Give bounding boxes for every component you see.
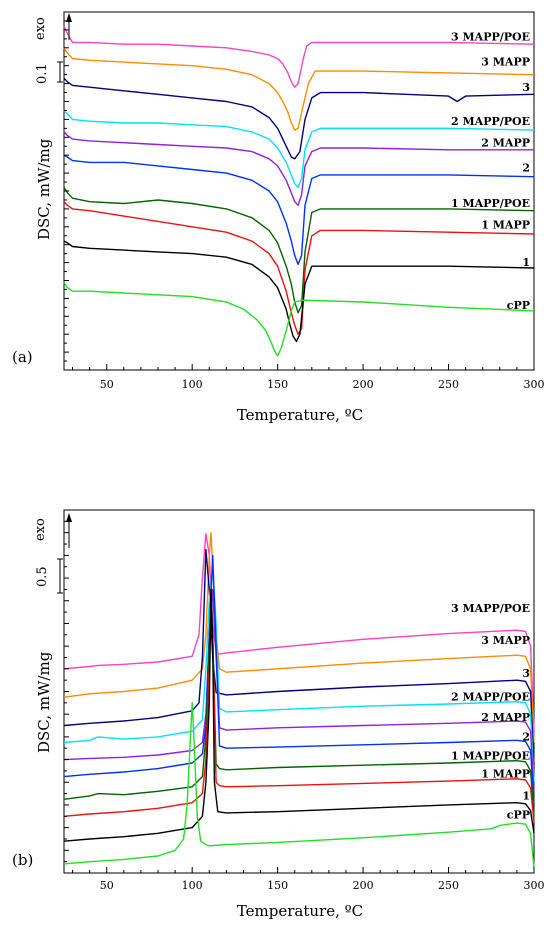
series-label: 2 MAPP/POE [451, 691, 530, 704]
series-line-2-mapp-poe [63, 109, 535, 189]
panel-a-scale-label: 0.1 [35, 63, 50, 84]
panel-a-exo-indicator: exo [33, 13, 72, 40]
panel-a-letter: (a) [12, 348, 33, 366]
x-tick-label-250: 250 [438, 879, 459, 892]
series-line-3-mapp-poe [63, 26, 535, 88]
series-line-1 [63, 588, 535, 842]
series-label: 1 MAPP [481, 768, 530, 781]
series-line-1-mapp-poe [63, 187, 535, 314]
series-label: 3 MAPP/POE [451, 31, 530, 44]
series-label: 3 [522, 81, 530, 94]
panel-a-x-ticks: 50 100 150 200 250 300 [72, 364, 545, 391]
series-label: 2 [522, 161, 530, 174]
panel-a-xlabel: Temperature, ºC [237, 406, 363, 424]
series-label: 1 MAPP [481, 219, 530, 232]
series-line-3 [63, 77, 535, 160]
panel-b-scale-bar: 0.5 [35, 558, 63, 594]
series-label: cPP [507, 809, 530, 822]
x-tick-label-300: 300 [524, 879, 545, 892]
series-line-2 [63, 554, 535, 805]
panel-b-series-group [63, 532, 535, 868]
series-line-cpp [63, 281, 535, 357]
panel-b-exo-indicator: exo [33, 513, 72, 548]
panel-a-plot-frame [63, 11, 535, 371]
series-line-cpp [63, 702, 535, 868]
series-line-1-mapp [63, 600, 535, 823]
panel-a-chart: 50 100 150 200 250 300 3 MAPP/POE 3 MAPP 3 2 MAP… [12, 11, 545, 424]
x-tick-label-150: 150 [267, 879, 288, 892]
panel-b-x-ticks: 50 100 150 200 250 300 [72, 867, 545, 892]
panel-b-xlabel: Temperature, ºC [237, 902, 363, 920]
panel-b-scale-label: 0.5 [35, 566, 50, 587]
panel-a-ylabel: DSC, mW/mg [35, 138, 53, 240]
panel-a-exo-label: exo [33, 17, 48, 40]
panel-a-series-labels: 3 MAPP/POE 3 MAPP 3 2 MAPP/POE 2 MAPP 2 1 MAPP… [451, 31, 530, 313]
series-line-2 [63, 154, 535, 266]
panel-a-scale-bar: 0.1 [35, 61, 63, 84]
x-tick-label-50: 50 [100, 378, 114, 391]
panel-b-y-ticks [64, 509, 69, 874]
panel-b-ylabel: DSC, mW/mg [35, 651, 53, 753]
series-label: 3 MAPP [481, 634, 530, 647]
series-line-2-mapp [63, 131, 534, 206]
series-label: 2 MAPP [481, 711, 530, 724]
x-tick-label-150: 150 [267, 378, 288, 391]
series-label: 1 MAPP/POE [451, 197, 530, 210]
series-label: 2 [522, 730, 530, 743]
x-tick-label-300: 300 [524, 378, 545, 391]
series-label: 3 MAPP/POE [451, 602, 530, 615]
x-tick-label-200: 200 [353, 879, 374, 892]
panel-a-series-group [63, 26, 535, 357]
series-line-1-mapp [63, 201, 535, 335]
series-line-3-mapp [63, 532, 535, 743]
series-line-3-mapp [63, 47, 535, 131]
panel-b-exo-label: exo [33, 518, 48, 541]
series-label: 1 [522, 256, 530, 269]
series-label: 1 [522, 789, 530, 802]
x-tick-label-100: 100 [182, 378, 203, 391]
series-label: 2 MAPP/POE [451, 115, 530, 128]
panel-b-series-labels: 3 MAPP/POE 3 MAPP 3 2 MAPP/POE 2 MAPP 2 1 MAPP… [451, 602, 530, 821]
x-tick-label-100: 100 [182, 879, 203, 892]
series-label: 2 MAPP [481, 136, 530, 149]
series-label: 3 MAPP [481, 56, 530, 69]
series-label: cPP [507, 299, 530, 312]
series-label: 1 MAPP/POE [451, 750, 530, 763]
series-line-1 [63, 240, 535, 343]
panel-a-y-ticks [64, 11, 69, 371]
series-label: 3 [522, 667, 530, 680]
panel-b-letter: (b) [12, 851, 33, 869]
x-tick-label-50: 50 [100, 879, 114, 892]
x-tick-label-250: 250 [438, 378, 459, 391]
x-tick-label-200: 200 [353, 378, 374, 391]
panel-b-chart: 50 100 150 200 250 300 3 MAPP/POE 3 MAPP 3 2 MAP… [12, 509, 545, 920]
